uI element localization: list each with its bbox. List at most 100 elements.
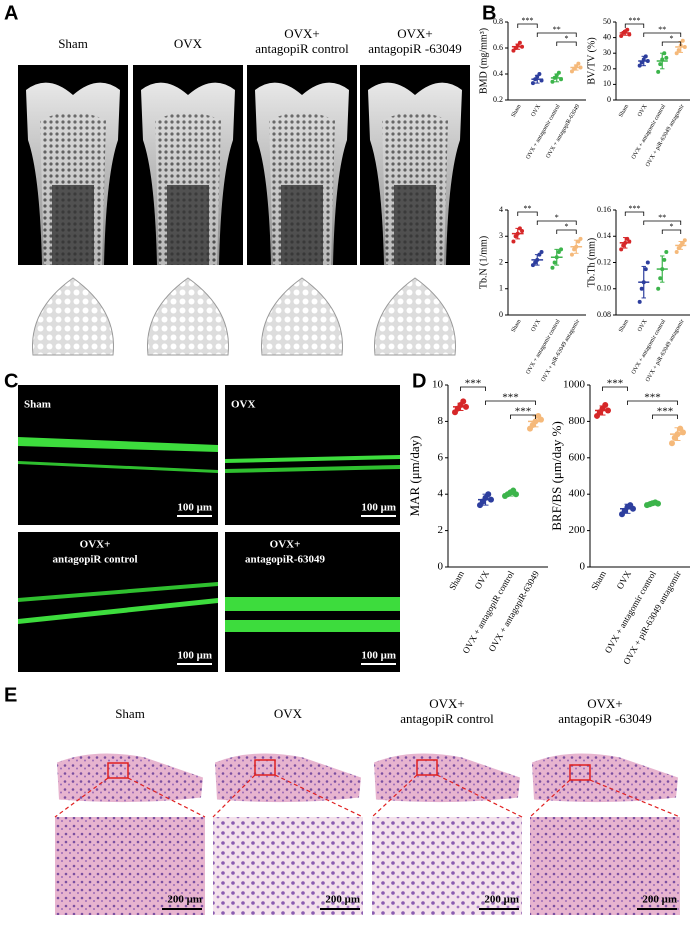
column-title: Sham <box>115 706 145 721</box>
x-tick-label: OVX <box>637 103 649 118</box>
y-tick-label: 2 <box>438 524 444 536</box>
y-tick-label: 0.8 <box>493 17 503 26</box>
y-tick-label: 0.10 <box>597 284 611 293</box>
significance-bracket <box>652 414 678 419</box>
y-axis-label: BMD (mg/mm³) <box>478 28 489 94</box>
significance-label: *** <box>515 406 532 418</box>
panel-letter: C <box>4 370 18 392</box>
significance-label: *** <box>629 16 641 25</box>
data-point <box>569 252 574 257</box>
y-tick-label: 0.12 <box>597 257 611 266</box>
y-tick-label: 0 <box>607 95 611 104</box>
data-point <box>520 229 525 233</box>
significance-bracket <box>627 400 678 405</box>
x-tick-label: Sham <box>511 103 523 118</box>
he-images <box>54 747 681 915</box>
data-point <box>658 62 663 67</box>
y-axis-label: Tb.N (1/mm) <box>478 236 489 289</box>
significance-label: * <box>565 34 569 43</box>
data-point <box>645 260 650 265</box>
scale-bar-label: 100 μm <box>177 502 212 514</box>
data-point <box>637 63 642 68</box>
y-tick-label: 0.16 <box>597 205 611 214</box>
x-tick-label: OVX + piR-63049 antagomir <box>645 319 686 383</box>
y-tick-label: 800 <box>569 415 586 427</box>
scale-bar-label: 100 μm <box>361 650 396 662</box>
labels: A B C D E <box>4 2 496 706</box>
significance-bracket <box>536 220 577 225</box>
data-point <box>619 34 624 39</box>
x-tick-label: Sham <box>618 103 630 118</box>
significance-bracket <box>602 386 628 391</box>
x-tick-label: OVX <box>637 318 649 333</box>
significance-label: * <box>670 222 674 231</box>
panel-letter: B <box>482 2 496 24</box>
x-tick-label: Sham <box>511 318 523 333</box>
y-tick-label: 0 <box>580 561 586 573</box>
y-tick-label: 30 <box>603 48 611 57</box>
y-tick-label: 20 <box>603 64 611 73</box>
image-label: OVX+ <box>80 539 111 551</box>
significance-label: ** <box>658 25 666 34</box>
y-tick-label: 0.14 <box>597 231 611 240</box>
data-point <box>550 265 555 270</box>
image-label: Sham <box>24 399 51 411</box>
data-point <box>669 440 675 447</box>
x-tick-label: Sham <box>589 569 608 592</box>
x-tick-label: OVX + antagomir control <box>525 318 561 375</box>
y-tick-label: 0.4 <box>493 69 503 78</box>
x-tick-label: OVX + piR-63049 antagomir <box>645 104 686 168</box>
data-point <box>530 81 535 86</box>
y-tick-label: 3 <box>499 231 503 240</box>
data-point <box>552 260 557 265</box>
data-point <box>539 250 544 254</box>
significance-bracket <box>624 23 645 28</box>
y-axis-label: BRF/BS (μm/day %) <box>549 421 564 531</box>
x-tick-label: OVX <box>473 569 492 591</box>
scale-bar-label: 200 μm <box>325 894 360 906</box>
significance-bracket <box>485 400 536 405</box>
column-title: OVX+ <box>587 696 623 711</box>
column-title: OVX+ <box>429 696 465 711</box>
y-tick-label: 40 <box>603 32 611 41</box>
significance-bracket <box>556 229 577 234</box>
data-point <box>676 48 681 53</box>
significance-label: ** <box>524 204 532 213</box>
column-title: OVX+ <box>397 26 433 41</box>
data-point <box>674 250 679 254</box>
data-point <box>662 257 667 262</box>
y-tick-label: 2 <box>499 257 503 266</box>
panel-letter: E <box>4 684 17 706</box>
data-point <box>578 236 583 241</box>
scale-bar-label: 100 μm <box>361 502 396 514</box>
scale-bar-label: 200 μm <box>167 894 202 906</box>
column-title: antagopiR control <box>255 41 349 56</box>
x-tick-label: OVX + antagomir control <box>525 103 561 160</box>
y-tick-label: 0.08 <box>597 310 611 319</box>
image-label: OVX <box>231 399 256 411</box>
column-title: OVX <box>174 36 203 51</box>
data-point <box>680 38 685 43</box>
significance-label: * <box>555 213 559 222</box>
data-point <box>619 247 624 252</box>
significance-bracket <box>643 32 682 37</box>
significance-label: *** <box>629 204 641 213</box>
data-point <box>682 238 687 243</box>
data-point <box>658 276 663 281</box>
y-tick-label: 0.6 <box>493 43 503 52</box>
y-tick-label: 400 <box>569 488 586 500</box>
y-tick-label: 200 <box>569 524 586 536</box>
data-point <box>656 286 661 291</box>
y-tick-label: 10 <box>432 379 444 391</box>
significance-bracket <box>624 211 645 216</box>
y-tick-label: 1 <box>499 284 503 293</box>
y-tick-label: 4 <box>438 488 444 500</box>
y-tick-label: 50 <box>603 17 611 26</box>
scale-bar-label: 100 μm <box>177 650 212 662</box>
x-tick-label: Sham <box>447 569 466 592</box>
significance-label: *** <box>657 406 674 418</box>
data-point <box>664 250 669 254</box>
data-point <box>550 79 555 84</box>
x-tick-label: OVX + piR-63049 antagomir <box>541 319 582 383</box>
